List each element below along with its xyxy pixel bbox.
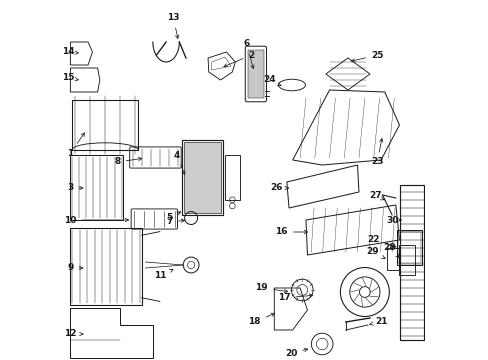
Text: 17: 17	[277, 293, 312, 302]
Text: 8: 8	[114, 157, 142, 166]
Text: 24: 24	[263, 76, 281, 86]
Text: 10: 10	[64, 216, 128, 225]
Text: 20: 20	[285, 348, 307, 359]
Bar	[224, 155, 239, 200]
Bar	[386, 248, 399, 270]
Text: 3: 3	[67, 184, 83, 193]
Text: 2: 2	[224, 50, 254, 67]
Text: 18: 18	[248, 313, 274, 327]
Text: 26: 26	[270, 184, 288, 193]
Bar	[247, 50, 263, 98]
Text: 28: 28	[383, 243, 398, 257]
Text: 13: 13	[167, 13, 179, 39]
Bar	[70, 228, 142, 305]
Text: 27: 27	[368, 192, 384, 201]
Text: 9: 9	[67, 264, 83, 273]
Text: 19: 19	[255, 284, 287, 293]
Text: 12: 12	[64, 329, 83, 338]
Text: 25: 25	[351, 50, 383, 62]
Text: 4: 4	[174, 150, 184, 175]
Bar	[398, 232, 420, 263]
Bar	[399, 185, 424, 340]
Text: 23: 23	[370, 139, 383, 166]
Text: 6: 6	[243, 40, 254, 68]
Text: 29: 29	[365, 248, 385, 258]
Bar	[182, 140, 223, 215]
Text: 7: 7	[166, 217, 184, 226]
Text: 30: 30	[385, 216, 400, 225]
Text: 15: 15	[62, 73, 78, 82]
Bar	[70, 155, 123, 220]
Text: 5: 5	[166, 212, 180, 222]
Bar	[399, 245, 414, 275]
Text: 1: 1	[67, 133, 84, 158]
Text: 11: 11	[154, 269, 173, 279]
Text: 14: 14	[62, 48, 78, 57]
Bar	[396, 230, 422, 265]
Bar	[183, 142, 221, 213]
Text: 21: 21	[368, 318, 386, 327]
Text: 16: 16	[275, 228, 307, 237]
Text: 22: 22	[366, 235, 395, 248]
Bar	[72, 100, 138, 150]
